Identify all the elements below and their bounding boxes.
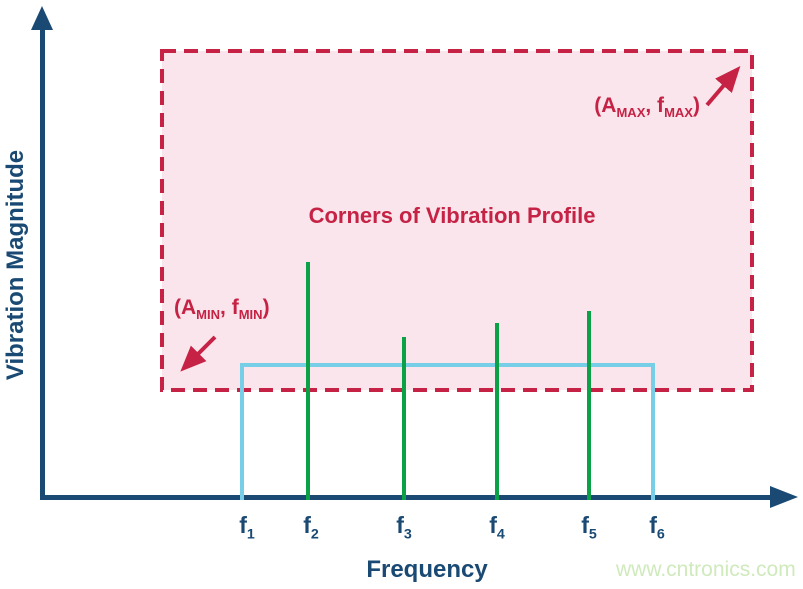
- y-axis-arrowhead-icon: [31, 6, 53, 30]
- min-annotation-post: ): [262, 296, 270, 319]
- min-annotation-pre: (A: [174, 296, 197, 319]
- x-tick-f6: f6: [649, 512, 665, 543]
- x-axis-label: Frequency: [366, 556, 488, 583]
- x-tick-f3: f3: [396, 512, 412, 543]
- max-annotation-mid: , f: [645, 94, 665, 117]
- spectral-stem-f3: [402, 337, 406, 500]
- max-annotation-post: ): [693, 94, 700, 117]
- watermark-text: www.cntronics.com: [616, 558, 796, 581]
- x-tick-f4: f4: [489, 512, 505, 543]
- max-annotation-sub2: MAX: [664, 105, 693, 121]
- vibration-profile-corners-box: [160, 49, 754, 392]
- x-tick-f1: f1: [239, 512, 255, 543]
- y-axis-line: [40, 24, 45, 500]
- max-annotation-pre: (A: [594, 94, 617, 117]
- max-corner-annotation: (AMAX, fMAX): [594, 94, 700, 120]
- profile-box-title: Corners of Vibration Profile: [308, 203, 596, 228]
- x-axis-line: [40, 495, 776, 500]
- min-annotation-sub1: MIN: [196, 307, 221, 323]
- x-tick-f5: f5: [581, 512, 597, 543]
- flat-profile-band-outline: [240, 363, 655, 500]
- x-tick-f2: f2: [303, 512, 319, 543]
- x-axis-arrowhead-icon: [770, 486, 798, 508]
- min-annotation-mid: , f: [220, 296, 239, 319]
- spectral-stem-f4: [495, 323, 499, 500]
- max-annotation-sub1: MAX: [616, 105, 646, 121]
- min-annotation-sub2: MIN: [238, 307, 263, 323]
- spectral-stem-f2: [306, 262, 310, 500]
- min-corner-annotation: (AMIN, fMIN): [174, 296, 270, 322]
- max-corner-arrow: [705, 66, 741, 107]
- y-axis-label: Vibration Magnitude: [2, 149, 29, 381]
- min-corner-arrow: [180, 335, 217, 372]
- spectral-stem-f5: [587, 311, 591, 500]
